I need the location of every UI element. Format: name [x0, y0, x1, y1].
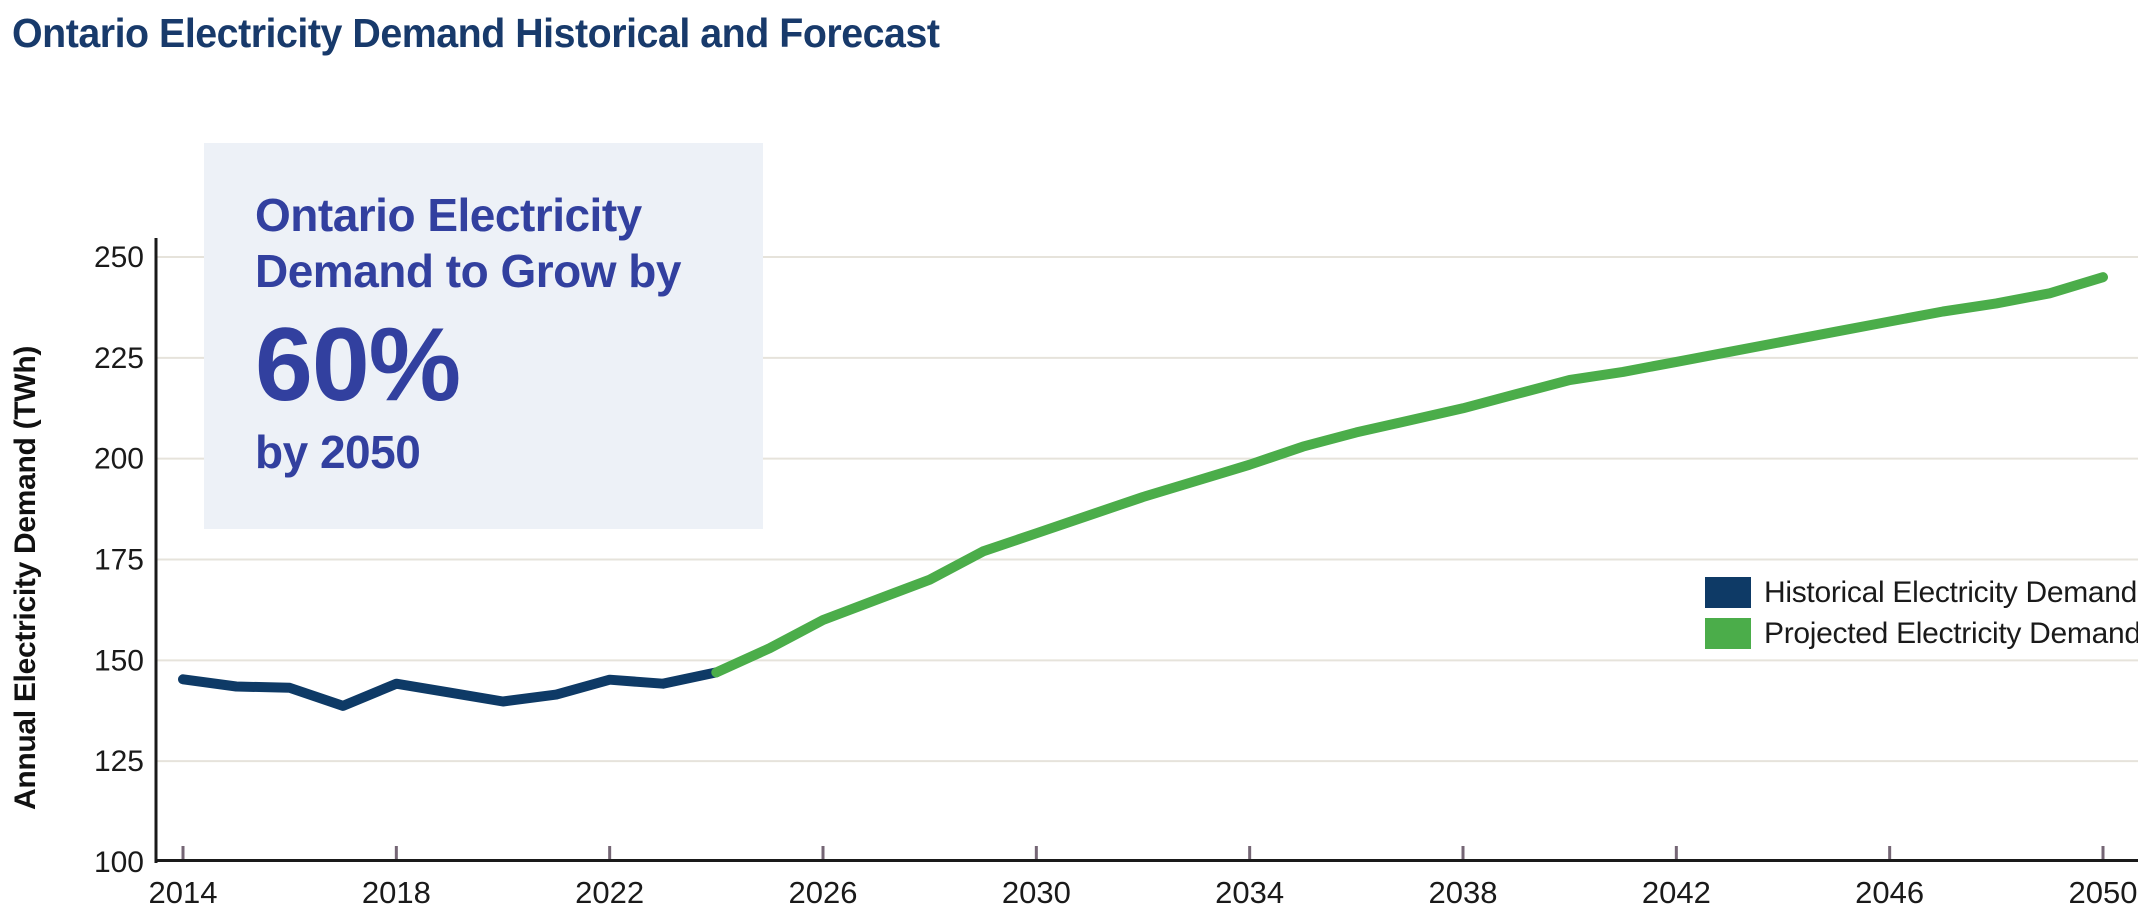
callout-big-value: 60%	[255, 307, 461, 424]
x-tick-label-2018: 2018	[362, 875, 431, 909]
callout-subline: by 2050	[255, 426, 421, 479]
historical-demand-line	[178, 667, 722, 711]
legend: Historical Electricity Demand Projected …	[1705, 572, 2138, 654]
x-tick-label-2042: 2042	[1642, 875, 1711, 909]
y-tick-label-250: 250	[94, 241, 144, 274]
callout-heading: Ontario Electricity Demand to Grow by	[255, 187, 733, 299]
projected-demand-line	[711, 272, 2108, 678]
x-tick-label-2046: 2046	[1855, 875, 1924, 909]
legend-label-projected: Projected Electricity Demand	[1764, 616, 2138, 650]
historical-swatch	[1705, 577, 1751, 608]
projected-swatch	[1705, 618, 1751, 649]
callout-heading-line2: Demand to Grow by	[255, 245, 681, 298]
y-tick-label-225: 225	[94, 342, 144, 375]
callout-box: Ontario Electricity Demand to Grow by 60…	[204, 143, 763, 529]
callout-heading-line1: Ontario Electricity	[255, 189, 642, 241]
y-tick-label-125: 125	[94, 745, 144, 778]
y-tick-label-100: 100	[94, 846, 144, 879]
x-tick-label-2022: 2022	[575, 875, 644, 909]
page-title: Ontario Electricity Demand Historical an…	[12, 10, 940, 56]
y-tick-label-175: 175	[94, 544, 144, 577]
x-tick-label-2030: 2030	[1002, 875, 1071, 909]
legend-item-historical: Historical Electricity Demand	[1705, 572, 2138, 613]
legend-label-historical: Historical Electricity Demand	[1764, 575, 2138, 609]
legend-item-projected: Projected Electricity Demand	[1705, 613, 2138, 654]
x-tick-label-2026: 2026	[789, 875, 858, 909]
x-tick-label-2050: 2050	[2069, 875, 2138, 909]
y-tick-label-150: 150	[94, 644, 144, 677]
x-tick-label-2014: 2014	[149, 875, 218, 909]
y-tick-label-200: 200	[94, 443, 144, 476]
x-tick-label-2034: 2034	[1215, 875, 1284, 909]
x-tick-label-2038: 2038	[1429, 875, 1498, 909]
y-axis-title: Annual Electricity Demand (TWh)	[9, 345, 42, 811]
